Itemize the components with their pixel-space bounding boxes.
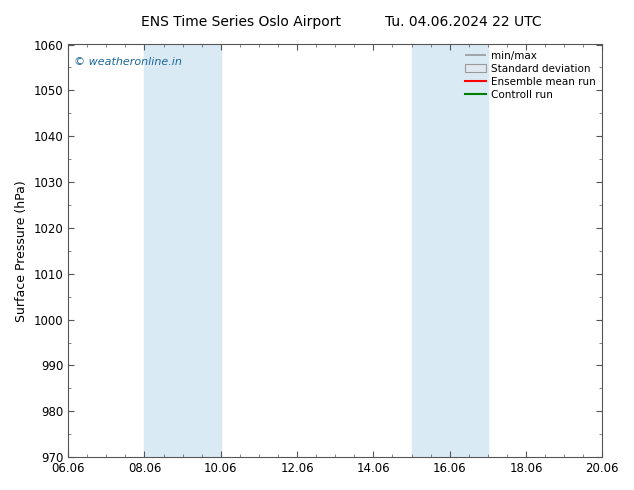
Y-axis label: Surface Pressure (hPa): Surface Pressure (hPa) (15, 180, 28, 322)
Text: ENS Time Series Oslo Airport: ENS Time Series Oslo Airport (141, 15, 341, 29)
Bar (145, 45, 221, 457)
Text: © weatheronline.in: © weatheronline.in (74, 57, 181, 67)
Text: Tu. 04.06.2024 22 UTC: Tu. 04.06.2024 22 UTC (384, 15, 541, 29)
Bar (411, 45, 488, 457)
Legend: min/max, Standard deviation, Ensemble mean run, Controll run: min/max, Standard deviation, Ensemble me… (462, 48, 599, 103)
